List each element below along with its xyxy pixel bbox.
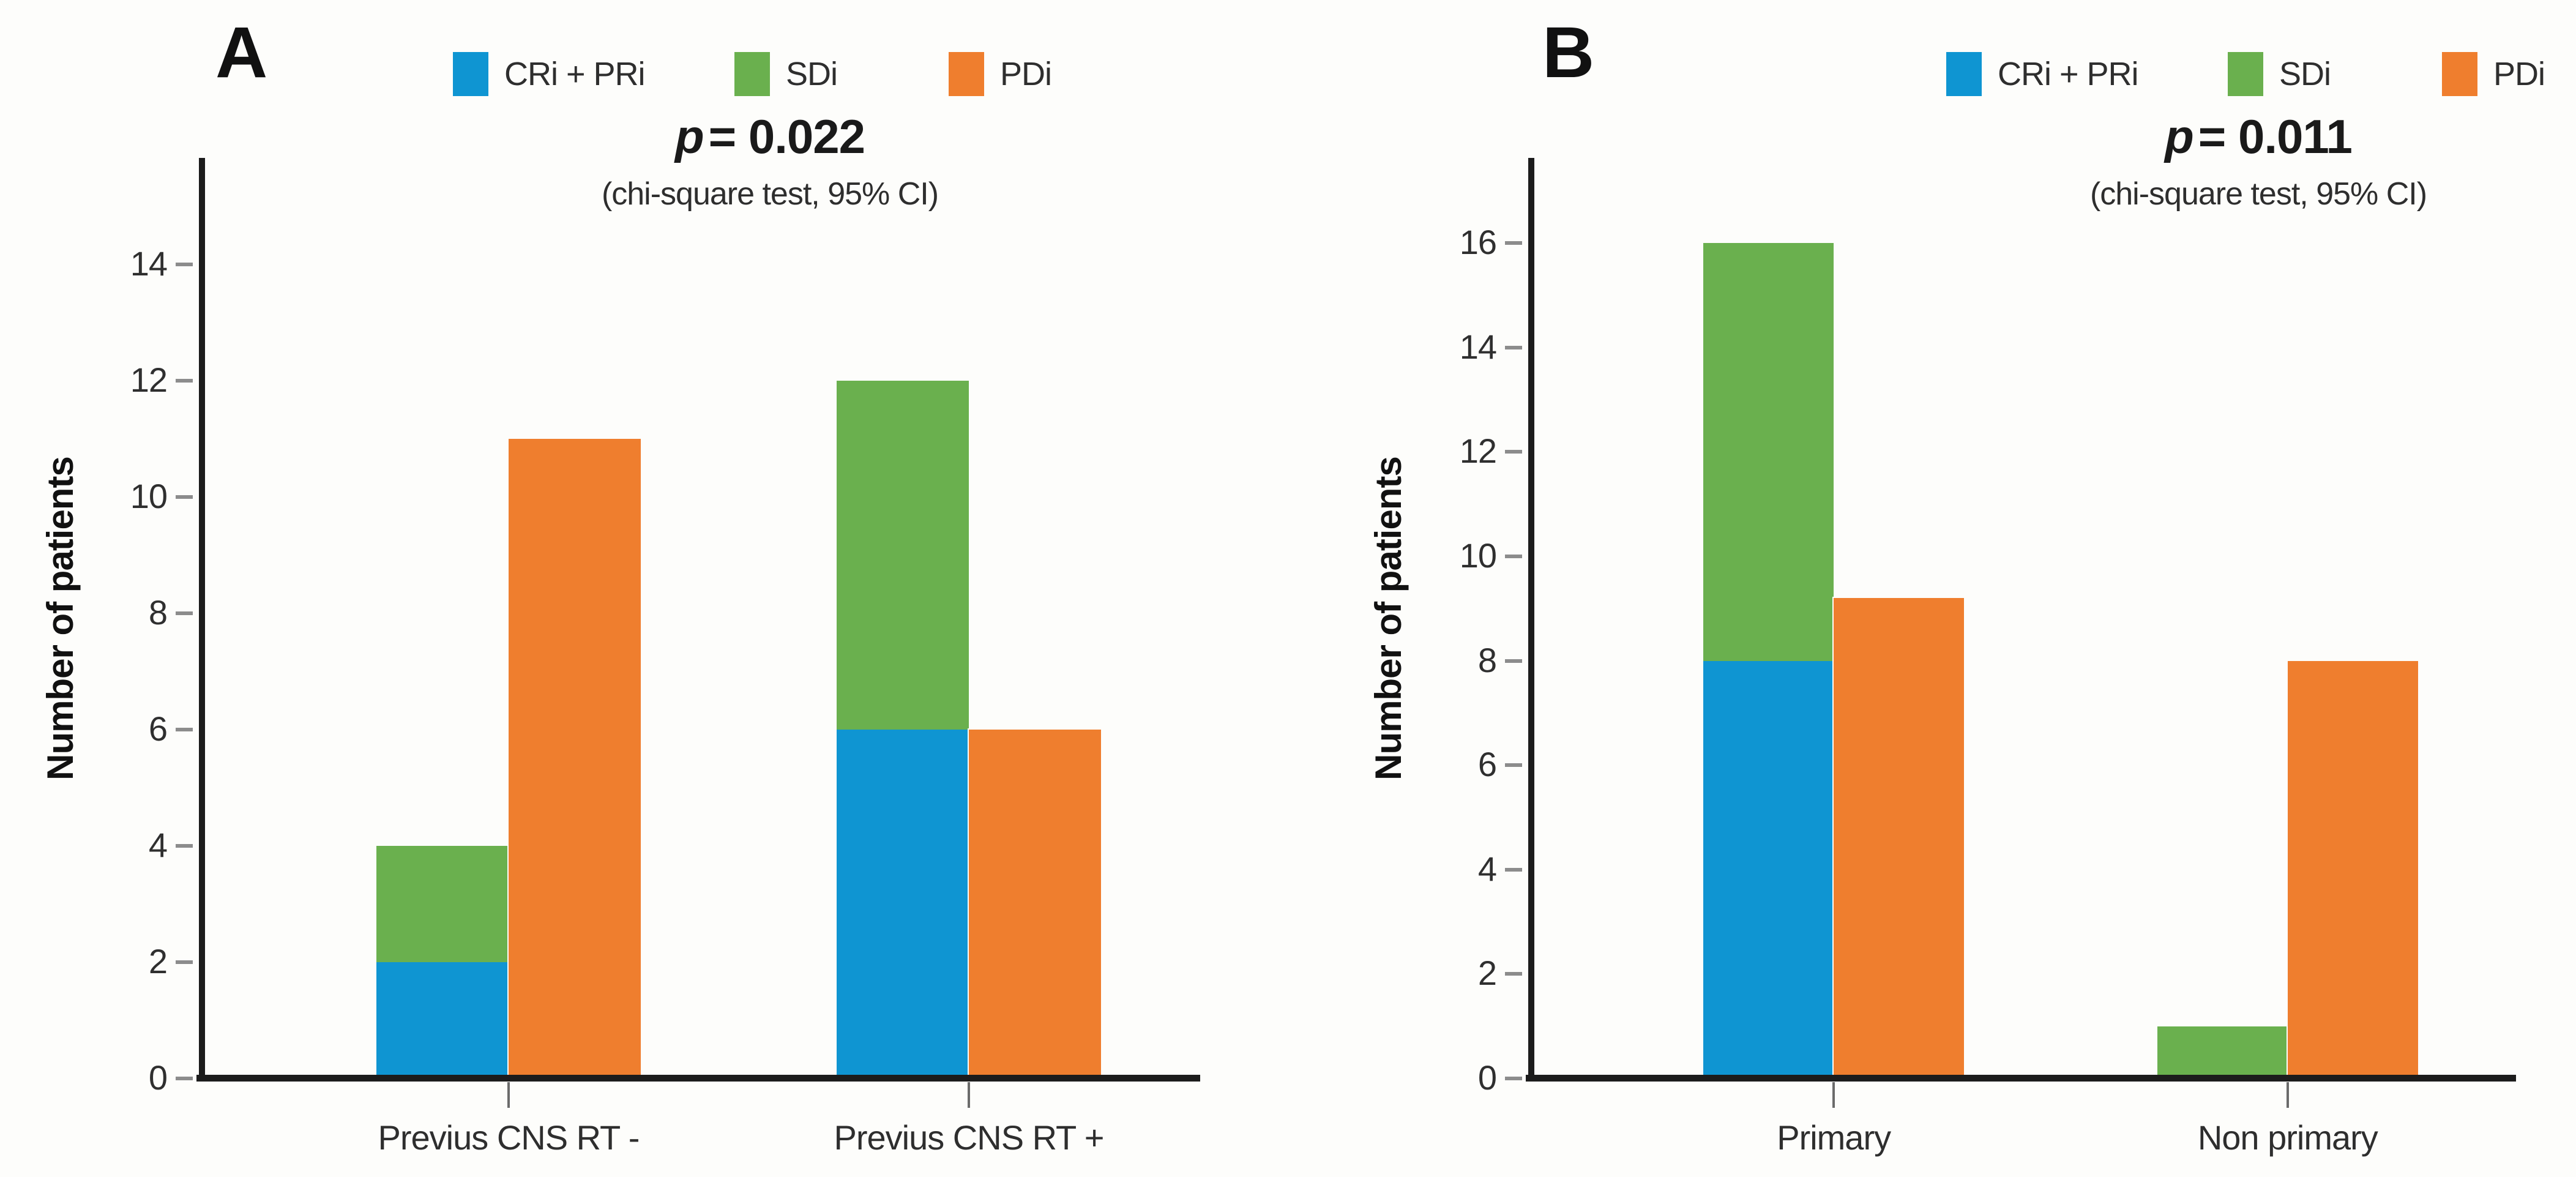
- p-symbol: p: [2165, 110, 2194, 163]
- stat-annotation-panel-b: p = 0.011 (chi-square test, 95% CI): [2069, 109, 2448, 212]
- legend-item-cri-pri: CRi + PRi: [453, 51, 646, 97]
- y-tick-mark: [1505, 554, 1522, 558]
- bar-segment-sdi: [2157, 1026, 2288, 1078]
- y-tick-label: 0: [148, 1058, 168, 1097]
- y-axis-line: [1528, 158, 1534, 1082]
- bar-segment-cri-pri: [376, 962, 509, 1078]
- y-tick-mark: [176, 727, 193, 731]
- x-category-label-primary: Primary: [1777, 1118, 1891, 1157]
- y-tick-label: 2: [1477, 954, 1497, 993]
- legend-label-cri-pri: CRi + PRi: [1998, 56, 2139, 92]
- legend-item-sdi: SDi: [734, 51, 838, 97]
- x-tick-mark: [968, 1082, 970, 1108]
- y-axis-line: [199, 158, 205, 1082]
- plot-area-panel-b: 0 2 4 6 8 10 12 14 16 Primary Non primary: [1460, 158, 2516, 1157]
- y-tick-mark: [176, 495, 193, 499]
- y-tick-mark: [1505, 241, 1522, 245]
- pdi-swatch: [2442, 52, 2477, 96]
- y-tick-mark: [176, 611, 193, 615]
- test-note-panel-a: (chi-square test, 95% CI): [601, 176, 939, 212]
- p-value-panel-a: p = 0.022: [580, 109, 960, 165]
- y-tick-mark: [1505, 659, 1522, 663]
- p-number: = 0.011: [2198, 110, 2353, 163]
- bar-pdi-previus-cns-rt: [968, 728, 1102, 1080]
- legend-label-cri-pri: CRi + PRi: [504, 56, 646, 92]
- sdi-swatch: [734, 52, 770, 96]
- cri-pri-swatch: [1946, 52, 1982, 96]
- x-axis-line: [1526, 1075, 2516, 1082]
- x-category-label-previus-cns-rt: Previus CNS RT +: [834, 1118, 1105, 1157]
- bar-segment-sdi: [1703, 243, 1834, 661]
- y-tick-mark: [1505, 763, 1522, 768]
- y-tick-mark: [176, 843, 193, 848]
- stacked-bar-primary: [1702, 242, 1835, 1080]
- legend-item-sdi: SDi: [2228, 51, 2331, 97]
- x-tick-mark: [507, 1082, 510, 1108]
- y-tick-label: 2: [148, 941, 168, 981]
- legend-label-sdi: SDi: [2279, 56, 2331, 92]
- plot-area-panel-a: 0 2 4 6 8 10 12 14 Previus CNS RT - Previus CNS R…: [130, 158, 1200, 1157]
- y-tick-label: 6: [1477, 745, 1497, 784]
- legend-item-cri-pri: CRi + PRi: [1946, 51, 2139, 97]
- legend-label-sdi: SDi: [786, 56, 838, 92]
- x-tick-mark: [2286, 1082, 2289, 1108]
- sdi-swatch: [2228, 52, 2263, 96]
- y-tick-label: 14: [130, 244, 168, 283]
- y-tick-label: 4: [1477, 849, 1497, 888]
- cri-pri-swatch: [453, 52, 488, 96]
- y-axis-title-panel-b: Number of patients: [1367, 456, 1409, 780]
- panel-b-letter: B: [1542, 12, 1594, 93]
- legend-label-pdi: PDi: [2493, 56, 2545, 92]
- p-value-panel-b: p = 0.011: [2069, 109, 2448, 165]
- y-tick-mark: [1505, 867, 1522, 872]
- legend-label-pdi: PDi: [1000, 56, 1052, 92]
- p-symbol: p: [674, 110, 704, 163]
- stacked-bar-previus-cns-rt: [835, 379, 970, 1080]
- y-tick-label: 8: [148, 592, 168, 632]
- legend-item-pdi: PDi: [2442, 51, 2545, 97]
- stacked-bar-non-primary: [2156, 1025, 2289, 1080]
- bar-segment-sdi: [376, 845, 509, 962]
- bar-segment-sdi: [837, 380, 969, 730]
- legend-item-pdi: PDi: [949, 51, 1052, 97]
- stat-annotation-panel-a: p = 0.022 (chi-square test, 95% CI): [580, 109, 960, 212]
- y-tick-label: 10: [1459, 536, 1497, 575]
- bar-segment-cri-pri: [837, 729, 969, 1078]
- pdi-swatch: [949, 52, 984, 96]
- y-tick-mark: [1505, 972, 1522, 976]
- bar-pdi-primary: [1832, 597, 1966, 1080]
- y-tick-mark: [176, 262, 193, 266]
- y-tick-label: 12: [1459, 432, 1497, 471]
- p-number: = 0.022: [708, 110, 865, 163]
- y-tick-mark: [1505, 345, 1522, 349]
- x-category-label-previus-cns-rt: Previus CNS RT -: [378, 1118, 640, 1157]
- y-tick-mark: [1505, 450, 1522, 454]
- x-tick-mark: [1832, 1082, 1835, 1108]
- y-tick-label: 16: [1459, 223, 1497, 262]
- y-tick-mark: [1505, 1077, 1522, 1080]
- x-category-label-non-primary: Non primary: [2197, 1118, 2378, 1157]
- stacked-bar-previus-cns-rt: [375, 844, 510, 1080]
- test-note-panel-b: (chi-square test, 95% CI): [2089, 176, 2427, 212]
- y-tick-label: 12: [130, 360, 168, 399]
- y-tick-label: 0: [1477, 1058, 1497, 1097]
- y-tick-label: 4: [148, 825, 168, 864]
- y-tick-label: 14: [1459, 327, 1497, 366]
- y-tick-label: 8: [1477, 640, 1497, 679]
- bar-pdi-previus-cns-rt: [507, 437, 642, 1080]
- y-tick-mark: [176, 960, 193, 964]
- y-tick-mark: [176, 1077, 193, 1080]
- bar-pdi-non-primary: [2286, 659, 2419, 1080]
- panel-a-letter: A: [215, 12, 267, 93]
- y-tick-mark: [176, 378, 193, 383]
- bar-segment-cri-pri: [1703, 660, 1834, 1078]
- x-axis-line: [196, 1075, 1200, 1082]
- y-tick-label: 6: [148, 709, 168, 748]
- y-tick-label: 10: [130, 476, 168, 515]
